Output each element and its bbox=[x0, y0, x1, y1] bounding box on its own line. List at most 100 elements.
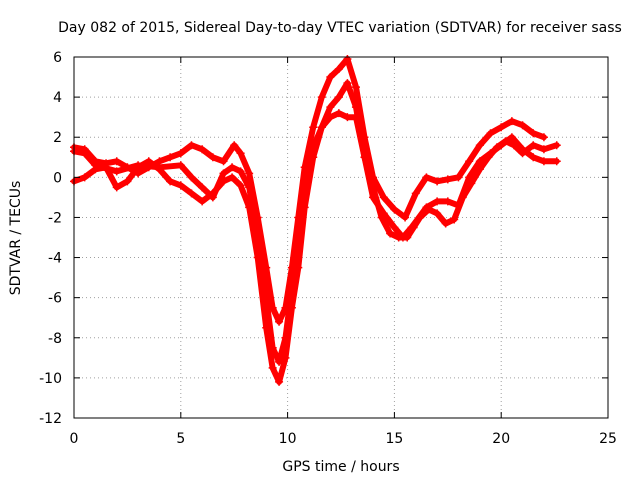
data-point-marker bbox=[300, 203, 309, 212]
data-point-marker bbox=[475, 165, 484, 174]
data-point-marker bbox=[454, 173, 463, 182]
data-point-marker bbox=[317, 93, 326, 102]
data-point-marker bbox=[228, 173, 237, 182]
data-point-marker bbox=[253, 253, 262, 262]
data-point-marker bbox=[144, 157, 153, 166]
plot-frame bbox=[73, 56, 609, 419]
x-tick-label: 15 bbox=[385, 431, 403, 447]
data-point-marker bbox=[236, 181, 245, 190]
data-point-marker bbox=[80, 149, 89, 158]
data-point-marker bbox=[484, 153, 493, 162]
data-point-marker bbox=[409, 223, 418, 232]
data-point-marker bbox=[343, 55, 352, 64]
y-tick-label: -2 bbox=[48, 210, 62, 226]
data-point-marker bbox=[351, 103, 360, 112]
data-point-marker bbox=[91, 165, 100, 174]
y-tick-label: -4 bbox=[48, 251, 62, 267]
data-point-marker bbox=[230, 141, 239, 150]
series-track-lower bbox=[70, 109, 561, 386]
data-point-marker bbox=[219, 157, 228, 166]
data-point-marker bbox=[441, 219, 450, 228]
data-point-marker bbox=[343, 79, 352, 88]
data-point-marker bbox=[309, 123, 318, 132]
x-tick-label: 10 bbox=[279, 431, 297, 447]
x-axis-label: GPS time / hours bbox=[282, 459, 399, 475]
y-tick-label: -8 bbox=[48, 331, 62, 347]
data-point-marker bbox=[433, 177, 442, 186]
data-point-marker bbox=[198, 183, 207, 192]
x-tick-label: 0 bbox=[70, 431, 79, 447]
data-point-marker bbox=[443, 197, 452, 206]
data-point-marker bbox=[501, 137, 510, 146]
data-point-marker bbox=[176, 181, 185, 190]
data-point-marker bbox=[377, 213, 386, 222]
data-point-marker bbox=[155, 165, 164, 174]
data-point-marker bbox=[379, 193, 388, 202]
data-point-marker bbox=[80, 173, 89, 182]
data-point-marker bbox=[112, 157, 121, 166]
y-tick-label: 4 bbox=[53, 90, 62, 106]
data-point-marker bbox=[394, 233, 403, 242]
data-point-marker bbox=[422, 173, 431, 182]
data-point-marker bbox=[539, 157, 548, 166]
data-point-marker bbox=[497, 123, 506, 132]
data-point-marker bbox=[529, 129, 538, 138]
data-point-marker bbox=[552, 157, 561, 166]
data-point-marker bbox=[208, 153, 217, 162]
data-point-marker bbox=[334, 65, 343, 74]
data-point-marker bbox=[539, 145, 548, 154]
data-point-marker bbox=[166, 177, 175, 186]
y-tick-label: 6 bbox=[53, 50, 62, 66]
data-point-marker bbox=[176, 149, 185, 158]
data-point-marker bbox=[403, 233, 412, 242]
data-point-marker bbox=[486, 129, 495, 138]
y-tick-label: 0 bbox=[53, 170, 62, 186]
data-point-marker bbox=[507, 133, 516, 142]
data-point-marker bbox=[401, 213, 410, 222]
data-point-marker bbox=[245, 203, 254, 212]
data-point-marker bbox=[465, 157, 474, 166]
data-point-marker bbox=[236, 167, 245, 176]
data-point-marker bbox=[281, 353, 290, 362]
x-tick-label: 25 bbox=[599, 431, 617, 447]
data-point-marker bbox=[245, 183, 254, 192]
data-point-marker bbox=[112, 167, 121, 176]
data-point-marker bbox=[275, 317, 284, 326]
data-point-marker bbox=[198, 145, 207, 154]
data-point-marker bbox=[166, 153, 175, 162]
data-point-marker bbox=[134, 163, 143, 172]
data-point-marker bbox=[552, 141, 561, 150]
data-point-marker bbox=[411, 189, 420, 198]
data-point-marker bbox=[433, 209, 442, 218]
data-point-marker bbox=[326, 113, 335, 122]
data-point-marker bbox=[268, 363, 277, 372]
data-point-marker bbox=[529, 153, 538, 162]
data-point-marker bbox=[112, 183, 121, 192]
data-point-marker bbox=[334, 93, 343, 102]
data-point-marker bbox=[262, 323, 271, 332]
data-point-marker bbox=[450, 215, 459, 224]
data-point-marker bbox=[102, 163, 111, 172]
data-point-marker bbox=[390, 205, 399, 214]
data-point-marker bbox=[208, 189, 217, 198]
data-point-marker bbox=[360, 153, 369, 162]
data-point-marker bbox=[228, 163, 237, 172]
data-point-marker bbox=[236, 149, 245, 158]
data-point-marker bbox=[539, 133, 548, 142]
data-point-marker bbox=[475, 141, 484, 150]
data-point-marker bbox=[334, 109, 343, 118]
y-tick-label: -10 bbox=[39, 371, 62, 387]
data-point-marker bbox=[458, 193, 467, 202]
data-point-marker bbox=[326, 73, 335, 82]
data-point-marker bbox=[518, 121, 527, 130]
data-point-marker bbox=[351, 83, 360, 92]
x-tick-label: 5 bbox=[176, 431, 185, 447]
y-tick-label: -12 bbox=[39, 411, 62, 427]
data-point-marker bbox=[245, 169, 254, 178]
series-line bbox=[71, 110, 560, 385]
data-point-marker bbox=[326, 103, 335, 112]
data-point-marker bbox=[507, 117, 516, 126]
y-tick-label: -6 bbox=[48, 291, 62, 307]
data-point-marker bbox=[198, 197, 207, 206]
